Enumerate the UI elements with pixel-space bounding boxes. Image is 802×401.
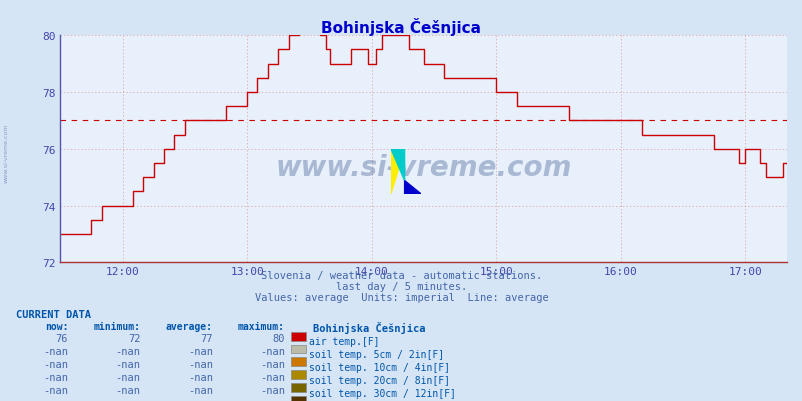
Text: -nan: -nan	[188, 359, 213, 369]
Text: -nan: -nan	[260, 372, 285, 382]
Text: minimum:: minimum:	[93, 321, 140, 331]
Text: -nan: -nan	[115, 359, 140, 369]
Text: 77: 77	[200, 334, 213, 344]
Text: 76: 76	[55, 334, 68, 344]
Text: -nan: -nan	[115, 372, 140, 382]
Text: www.si-vreme.com: www.si-vreme.com	[275, 154, 571, 182]
Text: Bohinjska Češnjica: Bohinjska Češnjica	[313, 321, 425, 333]
Text: average:: average:	[165, 321, 213, 331]
Text: 80: 80	[272, 334, 285, 344]
Text: -nan: -nan	[115, 398, 140, 401]
Text: soil temp. 10cm / 4in[F]: soil temp. 10cm / 4in[F]	[309, 362, 450, 372]
Text: -nan: -nan	[115, 385, 140, 395]
Text: last day / 5 minutes.: last day / 5 minutes.	[335, 282, 467, 292]
Text: Bohinjska Češnjica: Bohinjska Češnjica	[321, 18, 481, 36]
Text: -nan: -nan	[43, 385, 68, 395]
Text: soil temp. 5cm / 2in[F]: soil temp. 5cm / 2in[F]	[309, 349, 444, 359]
Text: -nan: -nan	[43, 359, 68, 369]
Text: -nan: -nan	[43, 346, 68, 356]
Text: -nan: -nan	[43, 398, 68, 401]
Text: -nan: -nan	[115, 346, 140, 356]
Text: 72: 72	[128, 334, 140, 344]
Text: CURRENT DATA: CURRENT DATA	[16, 309, 91, 319]
Text: -nan: -nan	[188, 398, 213, 401]
Text: soil temp. 20cm / 8in[F]: soil temp. 20cm / 8in[F]	[309, 375, 450, 385]
Text: Slovenia / weather data - automatic stations.: Slovenia / weather data - automatic stat…	[261, 271, 541, 281]
Text: -nan: -nan	[260, 359, 285, 369]
Text: -nan: -nan	[188, 372, 213, 382]
Text: -nan: -nan	[188, 346, 213, 356]
Text: -nan: -nan	[260, 385, 285, 395]
Text: soil temp. 30cm / 12in[F]: soil temp. 30cm / 12in[F]	[309, 388, 456, 397]
Text: -nan: -nan	[43, 372, 68, 382]
Text: now:: now:	[45, 321, 68, 331]
Text: -nan: -nan	[260, 346, 285, 356]
Text: -nan: -nan	[260, 398, 285, 401]
Text: maximum:: maximum:	[237, 321, 285, 331]
Text: -nan: -nan	[188, 385, 213, 395]
Text: www.si-vreme.com: www.si-vreme.com	[4, 123, 9, 182]
Text: Values: average  Units: imperial  Line: average: Values: average Units: imperial Line: av…	[254, 292, 548, 302]
Text: air temp.[F]: air temp.[F]	[309, 336, 379, 346]
